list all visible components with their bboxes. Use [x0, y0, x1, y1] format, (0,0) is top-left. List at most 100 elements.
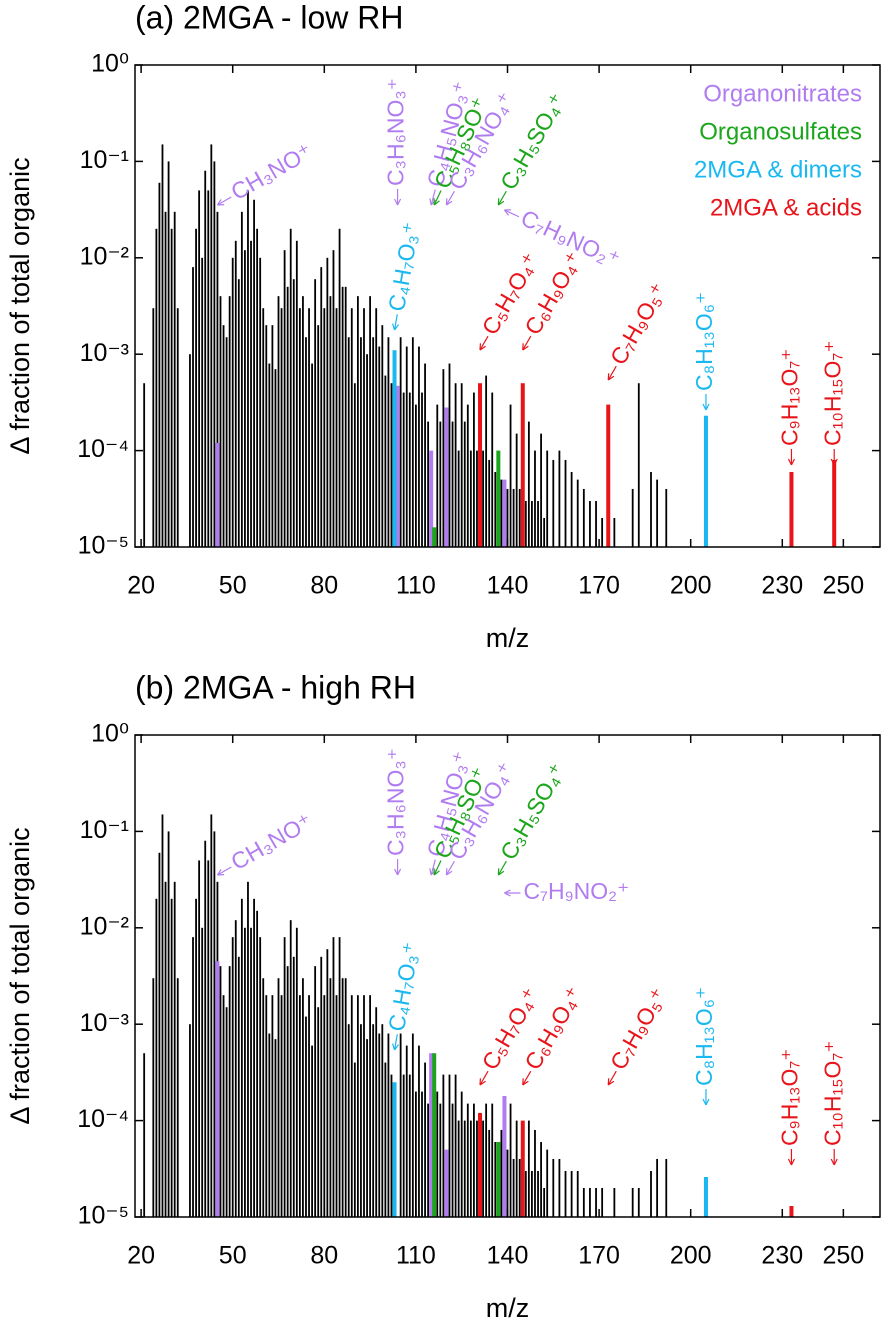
arrow-head: [216, 869, 225, 876]
bar: [601, 517, 604, 547]
bar: [289, 228, 292, 548]
bar: [457, 450, 460, 547]
x-tick-label: 230: [761, 1242, 803, 1270]
bar: [247, 190, 249, 547]
bar: [540, 1141, 542, 1217]
arrow-head: [429, 198, 437, 206]
bar: [289, 920, 292, 1217]
bar: [496, 1141, 501, 1217]
bar: [215, 442, 220, 547]
x-tick-label: 140: [487, 572, 529, 600]
bar: [332, 250, 335, 547]
bar: [320, 956, 323, 1217]
bar: [244, 927, 246, 1217]
bar: [295, 240, 298, 547]
bar: [466, 404, 469, 547]
bar: [225, 337, 228, 547]
bar: [476, 1120, 478, 1217]
legend-entry: Organosulfates: [699, 118, 862, 145]
bar: [167, 831, 170, 1217]
x-tick-label: 110: [396, 572, 436, 600]
bar: [631, 1187, 634, 1217]
chart-title: (a) 2MGA - low RH: [135, 0, 403, 35]
bar: [543, 1187, 546, 1217]
bar: [488, 1129, 491, 1217]
bar: [302, 978, 304, 1217]
bar: [332, 937, 335, 1217]
x-axis-label: m/z: [486, 623, 530, 653]
bar: [392, 1082, 397, 1217]
bar: [192, 937, 194, 1217]
arrow-head: [429, 868, 437, 876]
bar: [408, 392, 411, 547]
bar: [631, 488, 634, 547]
arrow-head: [522, 343, 529, 351]
y-axis-label: Δ fraction of total organic: [5, 157, 35, 454]
arrow-head: [607, 1078, 615, 1086]
bar: [176, 978, 179, 1217]
bar: [219, 966, 222, 1217]
bar: [552, 1158, 555, 1217]
bar: [216, 211, 219, 547]
bar: [564, 1171, 567, 1217]
y-tick-label: 10⁻¹: [80, 816, 129, 844]
bar: [491, 1103, 494, 1217]
arrow-head: [497, 198, 505, 206]
annotation-arrow: [479, 1070, 489, 1086]
bar: [570, 1171, 573, 1217]
bar: [277, 296, 280, 547]
bar: [558, 1158, 561, 1217]
bar: [485, 1103, 488, 1217]
bar: [512, 488, 515, 547]
bar: [360, 1024, 362, 1217]
annotation-arrow: [217, 196, 232, 206]
bar: [527, 421, 530, 547]
bar: [595, 1187, 597, 1217]
bar: [228, 966, 231, 1217]
bar: [405, 1045, 408, 1217]
annotation: C₃H₆NO₃⁺: [383, 748, 409, 856]
bar: [496, 450, 501, 547]
bar: [405, 346, 408, 547]
bar: [518, 488, 521, 547]
y-tick-label: 10⁻²: [80, 912, 129, 940]
bar: [375, 308, 378, 547]
bar: [429, 1053, 434, 1217]
arrow-head: [830, 1158, 838, 1166]
bar: [143, 383, 146, 547]
bar: [703, 415, 708, 547]
bar: [537, 501, 539, 547]
x-tick-label: 250: [823, 1242, 865, 1270]
bar: [595, 501, 597, 547]
panel: (b) 2MGA - high RH m/z Δ fraction of total…: [5, 669, 881, 1321]
bar: [494, 471, 497, 547]
bar: [442, 369, 445, 547]
bar: [207, 190, 210, 547]
bar: [381, 325, 384, 547]
bar: [473, 1103, 475, 1217]
bar: [344, 978, 347, 1217]
arrow-head: [702, 403, 710, 411]
y-tick-label: 10⁻¹: [80, 146, 129, 174]
annotation: C₉H₁₃O₇⁺: [777, 1049, 803, 1146]
bar: [432, 527, 437, 547]
bar: [286, 966, 289, 1217]
bar: [173, 211, 176, 547]
annotation: C₁₀H₁₅O₇⁺: [819, 1041, 845, 1147]
bar: [210, 814, 213, 1217]
bar: [558, 450, 561, 547]
bar: [268, 363, 271, 547]
bar: [274, 1039, 277, 1217]
bar: [789, 1206, 794, 1217]
bar: [832, 459, 837, 547]
bar: [369, 296, 372, 547]
bar: [424, 363, 426, 547]
bar: [253, 898, 255, 1217]
annotation: CH₃NO⁺: [226, 138, 316, 205]
bar: [564, 459, 567, 547]
arrow-head: [607, 373, 615, 381]
bar: [457, 1120, 460, 1217]
bar: [429, 450, 434, 547]
bar: [546, 1149, 549, 1217]
bar: [589, 1187, 591, 1217]
